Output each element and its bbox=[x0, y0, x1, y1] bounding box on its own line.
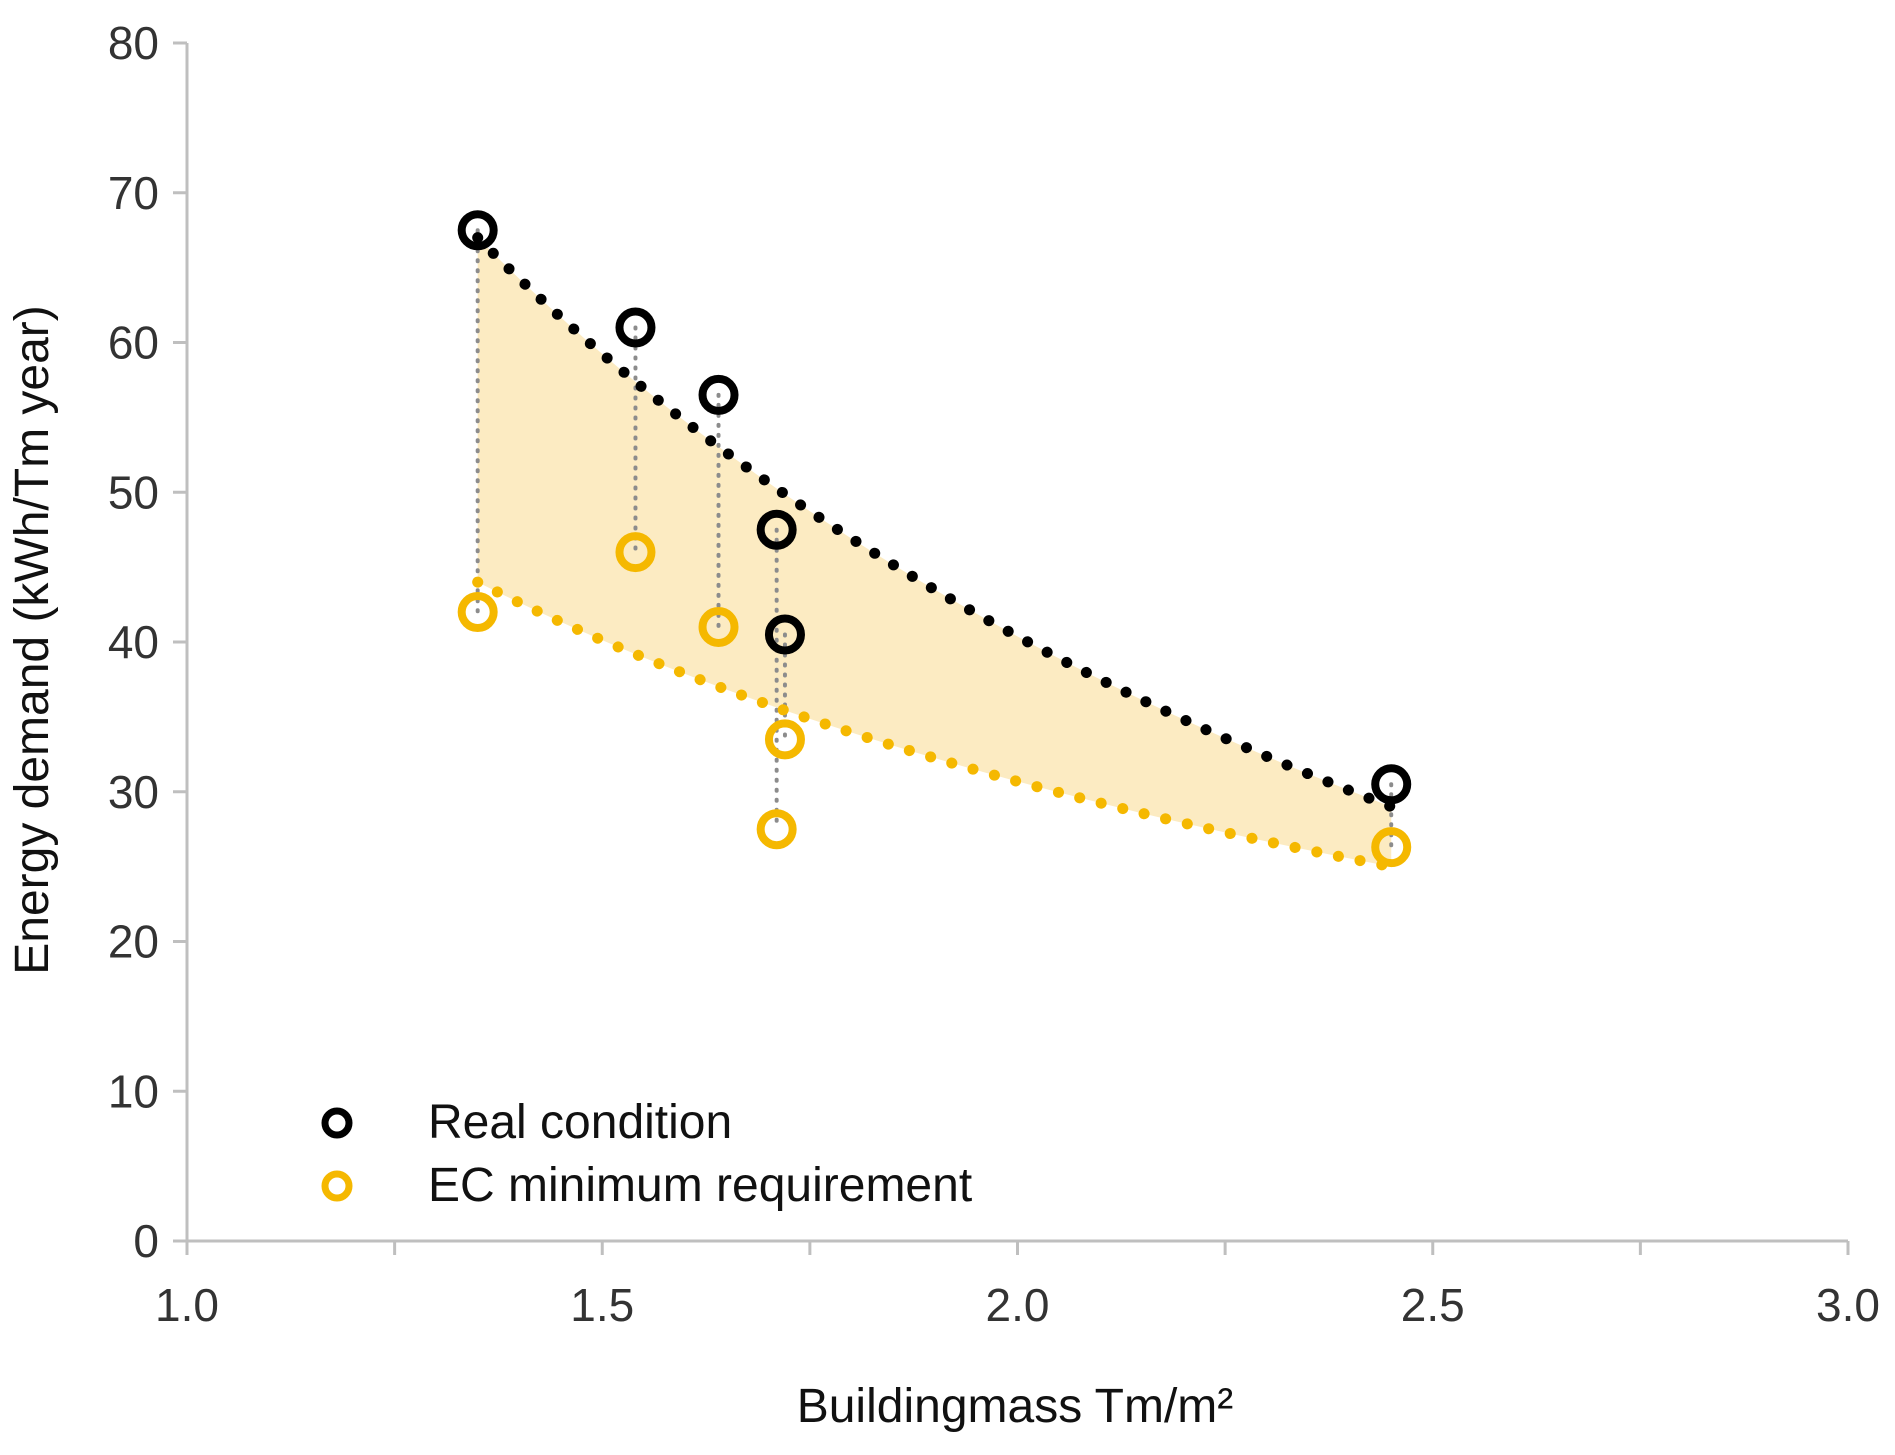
trendline-real-condition bbox=[472, 232, 1397, 813]
y-tick-label: 0 bbox=[133, 1215, 159, 1267]
point-real-condition bbox=[764, 614, 805, 655]
point-ec-minimum-requirement bbox=[698, 607, 739, 648]
y-tick-label: 70 bbox=[108, 167, 159, 219]
y-tick-label: 50 bbox=[108, 466, 159, 518]
legend-label-ec-minimum-requirement: EC minimum requirement bbox=[428, 1159, 972, 1212]
x-tick-label: 2.5 bbox=[1401, 1279, 1465, 1331]
point-real-condition bbox=[756, 509, 797, 550]
y-axis-title: Energy demand (kWh/Tm year) bbox=[6, 305, 59, 975]
point-real-condition bbox=[1371, 764, 1412, 805]
point-ec-minimum-requirement bbox=[756, 809, 797, 850]
point-ec-minimum-requirement bbox=[1371, 827, 1412, 868]
x-tick-label: 1.0 bbox=[155, 1279, 219, 1331]
x-tick-label: 3.0 bbox=[1816, 1279, 1880, 1331]
point-ec-minimum-requirement bbox=[764, 719, 805, 760]
shaded-band bbox=[477, 237, 1392, 867]
legend-marker-ec-minimum-requirement bbox=[321, 1170, 353, 1202]
x-axis-title: Buildingmass Tm/m² bbox=[797, 1380, 1234, 1433]
y-tick-label: 60 bbox=[108, 317, 159, 369]
trendline-ec-minimum-requirement bbox=[472, 576, 1397, 873]
y-tick-label: 30 bbox=[108, 766, 159, 818]
y-tick-label: 20 bbox=[108, 916, 159, 968]
x-tick-label: 2.0 bbox=[986, 1279, 1050, 1331]
y-tick-label: 10 bbox=[108, 1065, 159, 1117]
y-tick-label: 80 bbox=[108, 17, 159, 69]
connector-layer bbox=[475, 228, 1394, 850]
legend: Real condition EC minimum requirement bbox=[321, 1096, 972, 1212]
legend-marker-real-condition bbox=[321, 1107, 353, 1139]
trendline-layer bbox=[472, 232, 1397, 873]
point-ec-minimum-requirement bbox=[615, 532, 656, 573]
y-tick-label: 40 bbox=[108, 616, 159, 668]
point-real-condition bbox=[457, 210, 498, 251]
point-ec-minimum-requirement bbox=[457, 592, 498, 633]
points-layer bbox=[457, 210, 1412, 868]
shaded-band-layer bbox=[477, 237, 1392, 867]
point-real-condition bbox=[698, 374, 739, 415]
axes-layer: 0 10 20 30 40 50 60 70 80 1.0 1.5 2.0 2.5 3.0 bbox=[108, 17, 1880, 1331]
point-real-condition bbox=[615, 307, 656, 348]
legend-label-real-condition: Real condition bbox=[428, 1096, 732, 1149]
x-tick-label: 1.5 bbox=[570, 1279, 634, 1331]
